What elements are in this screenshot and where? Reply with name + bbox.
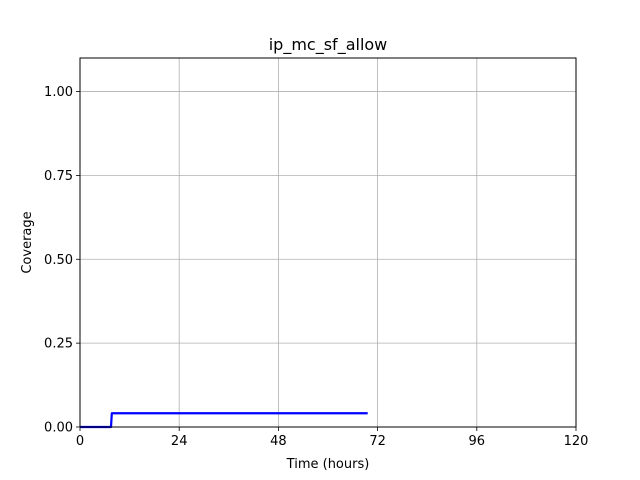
y-tick-label: 0.00 — [44, 421, 73, 436]
y-tick-label: 0.50 — [44, 253, 73, 268]
x-axis-label: Time (hours) — [286, 457, 370, 472]
y-tick-label: 0.25 — [44, 337, 73, 352]
y-axis-label: Coverage — [20, 211, 35, 273]
x-tick-label: 48 — [270, 434, 287, 449]
chart-title: ip_mc_sf_allow — [269, 35, 388, 55]
plot-frame — [79, 57, 577, 428]
x-tick-label: 24 — [171, 434, 188, 449]
x-tick-label: 120 — [564, 434, 589, 449]
y-tick-label: 0.75 — [44, 169, 73, 184]
x-tick-label: 72 — [369, 434, 386, 449]
x-tick-label: 0 — [76, 434, 84, 449]
axis-ticks: 0 24 48 72 96 120 0.00 0.25 0.50 0.75 1.00 — [44, 85, 588, 449]
y-tick-label: 1.00 — [44, 85, 73, 100]
x-tick-label: 96 — [469, 434, 486, 449]
